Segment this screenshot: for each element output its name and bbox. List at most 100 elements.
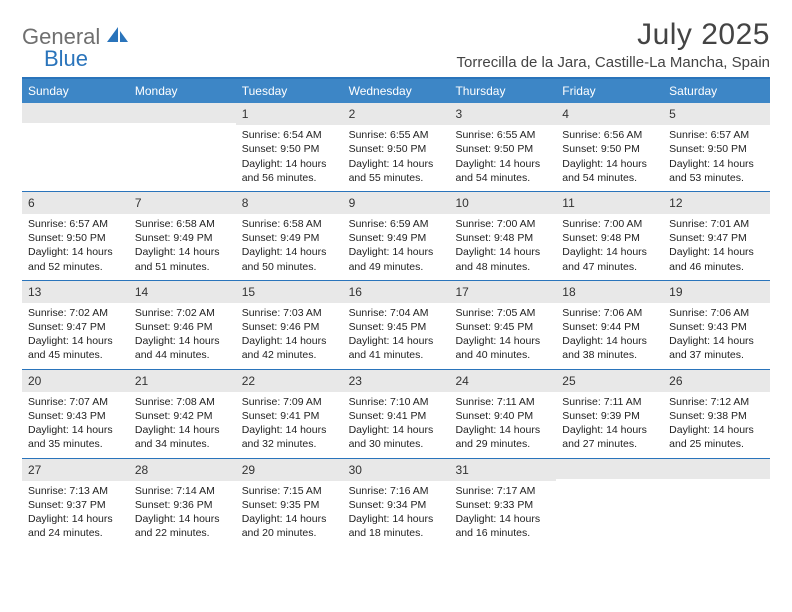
day-body: Sunrise: 7:03 AMSunset: 9:46 PMDaylight:… [236,303,343,369]
sunrise-text: Sunrise: 7:05 AM [455,306,550,320]
sunset-text: Sunset: 9:49 PM [242,231,337,245]
day-cell: 2Sunrise: 6:55 AMSunset: 9:50 PMDaylight… [343,103,450,191]
day-cell: 3Sunrise: 6:55 AMSunset: 9:50 PMDaylight… [449,103,556,191]
daylight-text: Daylight: 14 hours and 49 minutes. [349,245,444,273]
day-cell: 10Sunrise: 7:00 AMSunset: 9:48 PMDayligh… [449,192,556,280]
daylight-text: Daylight: 14 hours and 48 minutes. [455,245,550,273]
day-cell: 21Sunrise: 7:08 AMSunset: 9:42 PMDayligh… [129,370,236,458]
sunset-text: Sunset: 9:41 PM [349,409,444,423]
sunrise-text: Sunrise: 6:58 AM [135,217,230,231]
day-body: Sunrise: 7:08 AMSunset: 9:42 PMDaylight:… [129,392,236,458]
day-number: 21 [129,370,236,392]
day-number: 15 [236,281,343,303]
day-cell: 11Sunrise: 7:00 AMSunset: 9:48 PMDayligh… [556,192,663,280]
day-body: Sunrise: 7:06 AMSunset: 9:44 PMDaylight:… [556,303,663,369]
day-number: 17 [449,281,556,303]
daylight-text: Daylight: 14 hours and 41 minutes. [349,334,444,362]
daylight-text: Daylight: 14 hours and 38 minutes. [562,334,657,362]
day-cell: 16Sunrise: 7:04 AMSunset: 9:45 PMDayligh… [343,281,450,369]
daylight-text: Daylight: 14 hours and 55 minutes. [349,157,444,185]
day-cell: 13Sunrise: 7:02 AMSunset: 9:47 PMDayligh… [22,281,129,369]
day-header-wed: Wednesday [343,79,450,103]
daylight-text: Daylight: 14 hours and 51 minutes. [135,245,230,273]
sunset-text: Sunset: 9:50 PM [28,231,123,245]
day-cell: 12Sunrise: 7:01 AMSunset: 9:47 PMDayligh… [663,192,770,280]
sunset-text: Sunset: 9:48 PM [455,231,550,245]
week-row: 13Sunrise: 7:02 AMSunset: 9:47 PMDayligh… [22,280,770,369]
day-cell: 31Sunrise: 7:17 AMSunset: 9:33 PMDayligh… [449,459,556,547]
day-body: Sunrise: 7:11 AMSunset: 9:39 PMDaylight:… [556,392,663,458]
sunset-text: Sunset: 9:50 PM [242,142,337,156]
day-body [556,479,663,488]
daylight-text: Daylight: 14 hours and 54 minutes. [562,157,657,185]
sunset-text: Sunset: 9:43 PM [669,320,764,334]
sunrise-text: Sunrise: 7:09 AM [242,395,337,409]
day-number [556,459,663,479]
day-header-mon: Monday [129,79,236,103]
day-body [22,123,129,132]
sunrise-text: Sunrise: 6:57 AM [28,217,123,231]
daylight-text: Daylight: 14 hours and 53 minutes. [669,157,764,185]
title-block: July 2025 Torrecilla de la Jara, Castill… [457,18,770,71]
day-body: Sunrise: 7:05 AMSunset: 9:45 PMDaylight:… [449,303,556,369]
day-body: Sunrise: 7:13 AMSunset: 9:37 PMDaylight:… [22,481,129,547]
daylight-text: Daylight: 14 hours and 56 minutes. [242,157,337,185]
sunrise-text: Sunrise: 7:04 AM [349,306,444,320]
sunrise-text: Sunrise: 7:01 AM [669,217,764,231]
day-body: Sunrise: 7:09 AMSunset: 9:41 PMDaylight:… [236,392,343,458]
day-body: Sunrise: 6:58 AMSunset: 9:49 PMDaylight:… [236,214,343,280]
month-title: July 2025 [457,18,770,52]
sunrise-text: Sunrise: 7:07 AM [28,395,123,409]
day-number: 8 [236,192,343,214]
sunset-text: Sunset: 9:37 PM [28,498,123,512]
day-number: 13 [22,281,129,303]
sunrise-text: Sunrise: 7:06 AM [562,306,657,320]
sunset-text: Sunset: 9:44 PM [562,320,657,334]
day-cell: 19Sunrise: 7:06 AMSunset: 9:43 PMDayligh… [663,281,770,369]
sunrise-text: Sunrise: 7:16 AM [349,484,444,498]
daylight-text: Daylight: 14 hours and 32 minutes. [242,423,337,451]
day-cell [663,459,770,547]
daylight-text: Daylight: 14 hours and 54 minutes. [455,157,550,185]
daylight-text: Daylight: 14 hours and 29 minutes. [455,423,550,451]
day-body: Sunrise: 7:16 AMSunset: 9:34 PMDaylight:… [343,481,450,547]
sunset-text: Sunset: 9:48 PM [562,231,657,245]
daylight-text: Daylight: 14 hours and 37 minutes. [669,334,764,362]
sunset-text: Sunset: 9:47 PM [669,231,764,245]
day-body: Sunrise: 7:06 AMSunset: 9:43 PMDaylight:… [663,303,770,369]
daylight-text: Daylight: 14 hours and 22 minutes. [135,512,230,540]
day-cell: 24Sunrise: 7:11 AMSunset: 9:40 PMDayligh… [449,370,556,458]
daylight-text: Daylight: 14 hours and 52 minutes. [28,245,123,273]
day-number: 31 [449,459,556,481]
logo-text-blue: Blue [44,46,88,72]
day-number [129,103,236,123]
day-number: 23 [343,370,450,392]
day-body: Sunrise: 6:59 AMSunset: 9:49 PMDaylight:… [343,214,450,280]
day-body: Sunrise: 7:02 AMSunset: 9:46 PMDaylight:… [129,303,236,369]
day-number: 25 [556,370,663,392]
day-number: 24 [449,370,556,392]
day-number: 14 [129,281,236,303]
day-body: Sunrise: 7:14 AMSunset: 9:36 PMDaylight:… [129,481,236,547]
sunset-text: Sunset: 9:34 PM [349,498,444,512]
sunset-text: Sunset: 9:33 PM [455,498,550,512]
day-number: 28 [129,459,236,481]
day-cell: 22Sunrise: 7:09 AMSunset: 9:41 PMDayligh… [236,370,343,458]
sail-icon [104,25,130,50]
day-number: 12 [663,192,770,214]
day-number: 19 [663,281,770,303]
sunset-text: Sunset: 9:45 PM [349,320,444,334]
day-body: Sunrise: 7:15 AMSunset: 9:35 PMDaylight:… [236,481,343,547]
sunrise-text: Sunrise: 7:00 AM [562,217,657,231]
sunset-text: Sunset: 9:45 PM [455,320,550,334]
sunset-text: Sunset: 9:43 PM [28,409,123,423]
day-body: Sunrise: 7:04 AMSunset: 9:45 PMDaylight:… [343,303,450,369]
daylight-text: Daylight: 14 hours and 18 minutes. [349,512,444,540]
daylight-text: Daylight: 14 hours and 24 minutes. [28,512,123,540]
day-body: Sunrise: 7:12 AMSunset: 9:38 PMDaylight:… [663,392,770,458]
sunset-text: Sunset: 9:42 PM [135,409,230,423]
day-body: Sunrise: 6:58 AMSunset: 9:49 PMDaylight:… [129,214,236,280]
daylight-text: Daylight: 14 hours and 50 minutes. [242,245,337,273]
day-number: 9 [343,192,450,214]
daylight-text: Daylight: 14 hours and 16 minutes. [455,512,550,540]
